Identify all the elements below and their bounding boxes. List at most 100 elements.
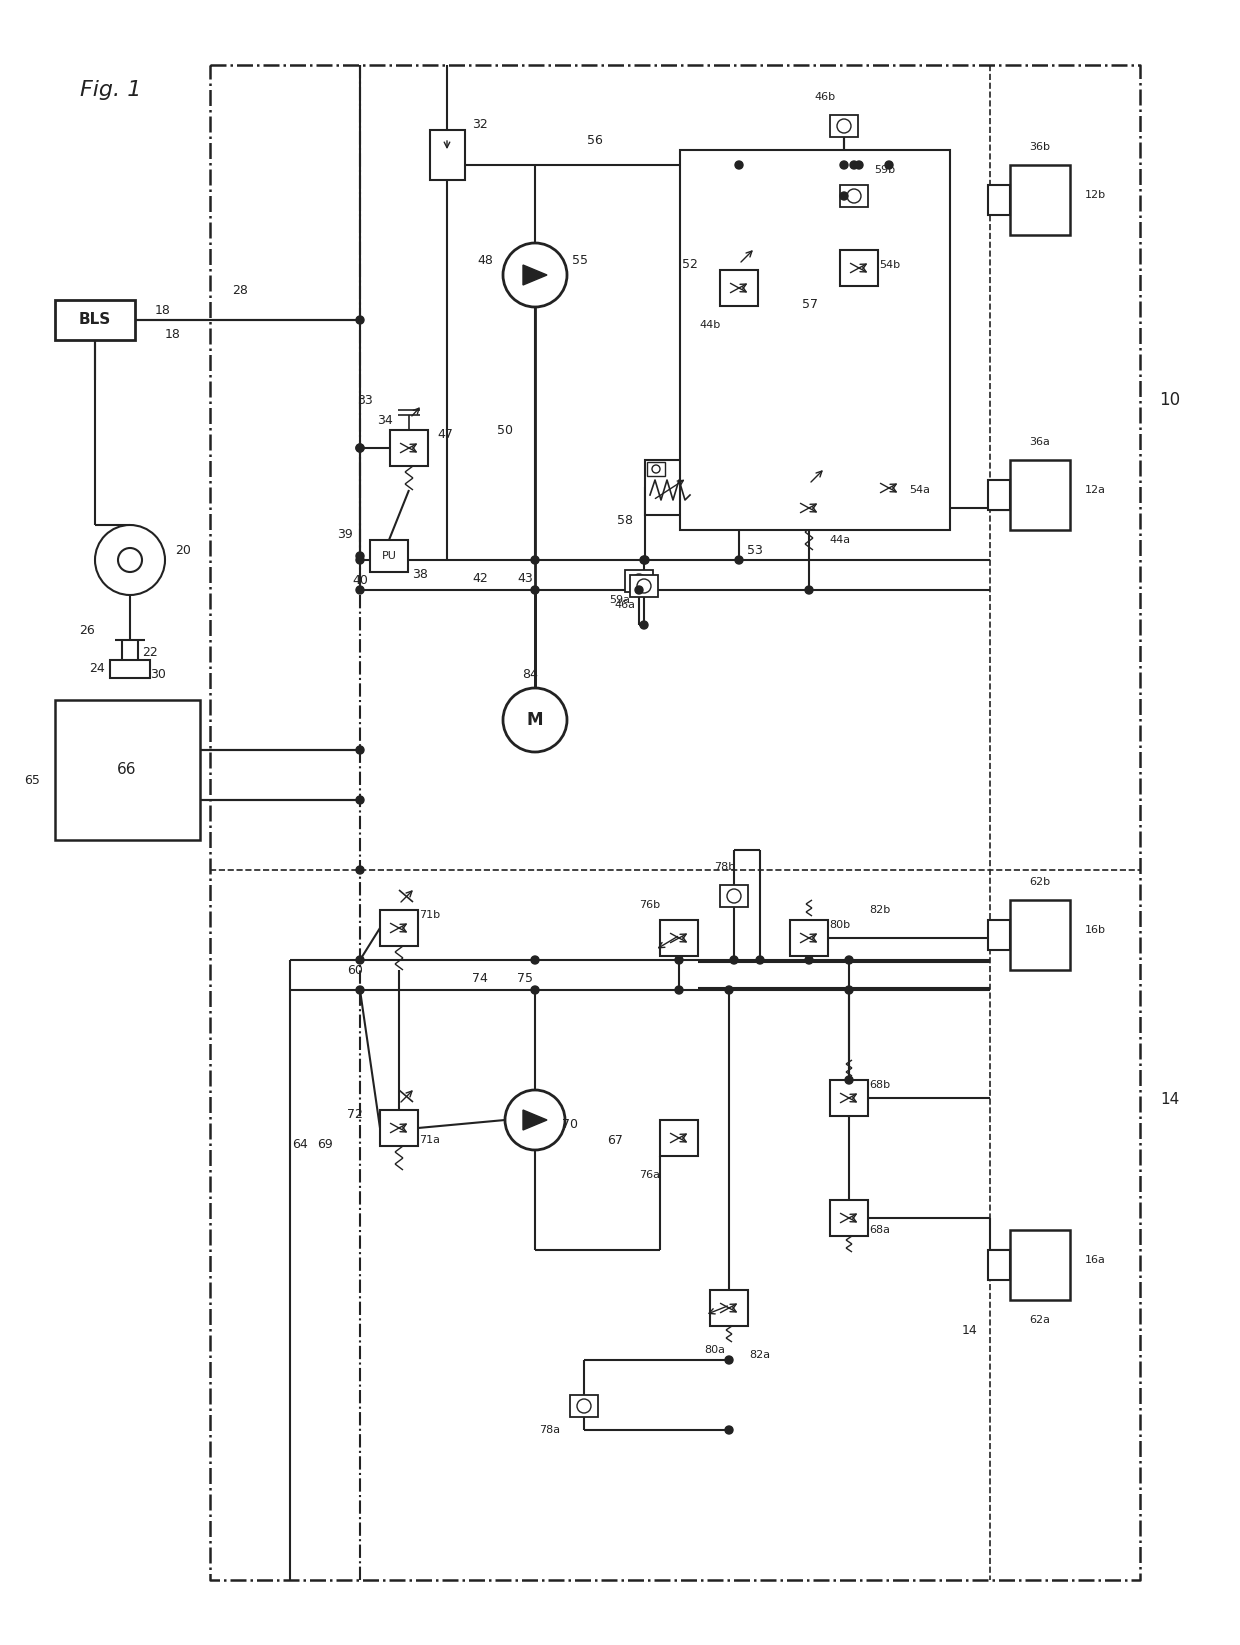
FancyBboxPatch shape: [988, 1250, 1011, 1280]
Text: 76b: 76b: [640, 900, 661, 910]
Circle shape: [885, 161, 893, 169]
Text: 71a: 71a: [419, 1135, 440, 1145]
FancyBboxPatch shape: [110, 660, 150, 678]
Text: 68a: 68a: [869, 1226, 890, 1235]
FancyBboxPatch shape: [988, 480, 1011, 510]
Circle shape: [356, 956, 365, 964]
FancyBboxPatch shape: [1011, 1230, 1070, 1300]
FancyBboxPatch shape: [570, 1395, 598, 1416]
Circle shape: [95, 525, 165, 595]
Circle shape: [356, 556, 365, 564]
Text: 38: 38: [412, 569, 428, 581]
Text: 80a: 80a: [704, 1346, 725, 1355]
Text: 54a: 54a: [909, 485, 930, 495]
Text: 62b: 62b: [1029, 877, 1050, 887]
Circle shape: [118, 548, 143, 572]
FancyBboxPatch shape: [379, 910, 418, 946]
Text: 78a: 78a: [539, 1425, 560, 1434]
Text: 47: 47: [436, 428, 453, 441]
FancyBboxPatch shape: [830, 1081, 868, 1115]
Circle shape: [725, 985, 733, 994]
FancyBboxPatch shape: [430, 130, 465, 179]
Text: 33: 33: [357, 393, 373, 406]
Text: 36b: 36b: [1029, 141, 1050, 151]
Text: 74: 74: [472, 972, 487, 984]
Text: 46a: 46a: [615, 600, 635, 610]
FancyBboxPatch shape: [988, 920, 1011, 951]
Text: 57: 57: [802, 298, 818, 311]
Text: 32: 32: [472, 118, 487, 132]
Text: 36a: 36a: [1029, 438, 1050, 447]
Text: 67: 67: [608, 1133, 622, 1147]
Circle shape: [725, 1355, 733, 1364]
FancyBboxPatch shape: [1011, 164, 1070, 235]
FancyBboxPatch shape: [370, 540, 408, 572]
Text: 82b: 82b: [869, 905, 890, 915]
Text: PU: PU: [382, 551, 397, 561]
Circle shape: [503, 243, 567, 308]
Text: 55: 55: [572, 253, 588, 266]
Circle shape: [844, 1076, 853, 1084]
FancyBboxPatch shape: [645, 461, 694, 515]
FancyBboxPatch shape: [720, 270, 758, 306]
Text: 76a: 76a: [640, 1170, 661, 1179]
Circle shape: [756, 956, 764, 964]
Circle shape: [531, 556, 539, 564]
Text: 18: 18: [155, 303, 171, 316]
Circle shape: [640, 622, 649, 628]
Text: 10: 10: [1159, 392, 1180, 410]
Circle shape: [356, 796, 365, 804]
Text: 71b: 71b: [419, 910, 440, 920]
Circle shape: [641, 556, 649, 564]
Circle shape: [356, 316, 365, 324]
FancyBboxPatch shape: [830, 1199, 868, 1235]
FancyBboxPatch shape: [790, 920, 828, 956]
Circle shape: [849, 161, 858, 169]
Circle shape: [839, 192, 848, 201]
Text: 14: 14: [962, 1324, 978, 1336]
Circle shape: [632, 574, 646, 587]
Text: 78b: 78b: [714, 862, 735, 872]
FancyBboxPatch shape: [379, 1110, 418, 1147]
Circle shape: [805, 956, 813, 964]
Circle shape: [356, 553, 365, 559]
Text: 26: 26: [79, 623, 95, 637]
FancyBboxPatch shape: [647, 462, 665, 475]
Text: 12a: 12a: [1085, 485, 1106, 495]
Circle shape: [735, 556, 743, 564]
Circle shape: [356, 586, 365, 594]
Text: 84: 84: [522, 668, 538, 681]
Text: 80b: 80b: [830, 920, 851, 929]
Circle shape: [505, 1091, 565, 1150]
Text: 24: 24: [89, 661, 105, 674]
FancyBboxPatch shape: [790, 490, 828, 526]
FancyBboxPatch shape: [988, 184, 1011, 215]
Circle shape: [844, 956, 853, 964]
FancyBboxPatch shape: [839, 184, 868, 207]
Circle shape: [503, 688, 567, 752]
Circle shape: [531, 985, 539, 994]
Polygon shape: [523, 265, 547, 285]
Circle shape: [839, 161, 848, 169]
Text: 16a: 16a: [1085, 1255, 1106, 1265]
FancyBboxPatch shape: [839, 250, 878, 286]
Text: 22: 22: [143, 646, 157, 660]
Circle shape: [730, 956, 738, 964]
Text: 14: 14: [1161, 1092, 1179, 1107]
Text: 16b: 16b: [1085, 924, 1106, 934]
FancyBboxPatch shape: [55, 701, 200, 841]
Text: 60: 60: [347, 964, 363, 977]
FancyBboxPatch shape: [1011, 900, 1070, 971]
FancyBboxPatch shape: [680, 150, 950, 530]
Circle shape: [725, 1426, 733, 1434]
Text: 58: 58: [618, 513, 632, 526]
Text: 18: 18: [165, 329, 181, 342]
FancyBboxPatch shape: [55, 299, 135, 341]
Circle shape: [675, 985, 683, 994]
Text: 62a: 62a: [1029, 1314, 1050, 1324]
Text: 64: 64: [293, 1138, 308, 1152]
Text: 39: 39: [337, 528, 353, 541]
Text: 43: 43: [517, 571, 533, 584]
Text: 59a: 59a: [610, 595, 630, 605]
Text: 68b: 68b: [869, 1081, 890, 1091]
